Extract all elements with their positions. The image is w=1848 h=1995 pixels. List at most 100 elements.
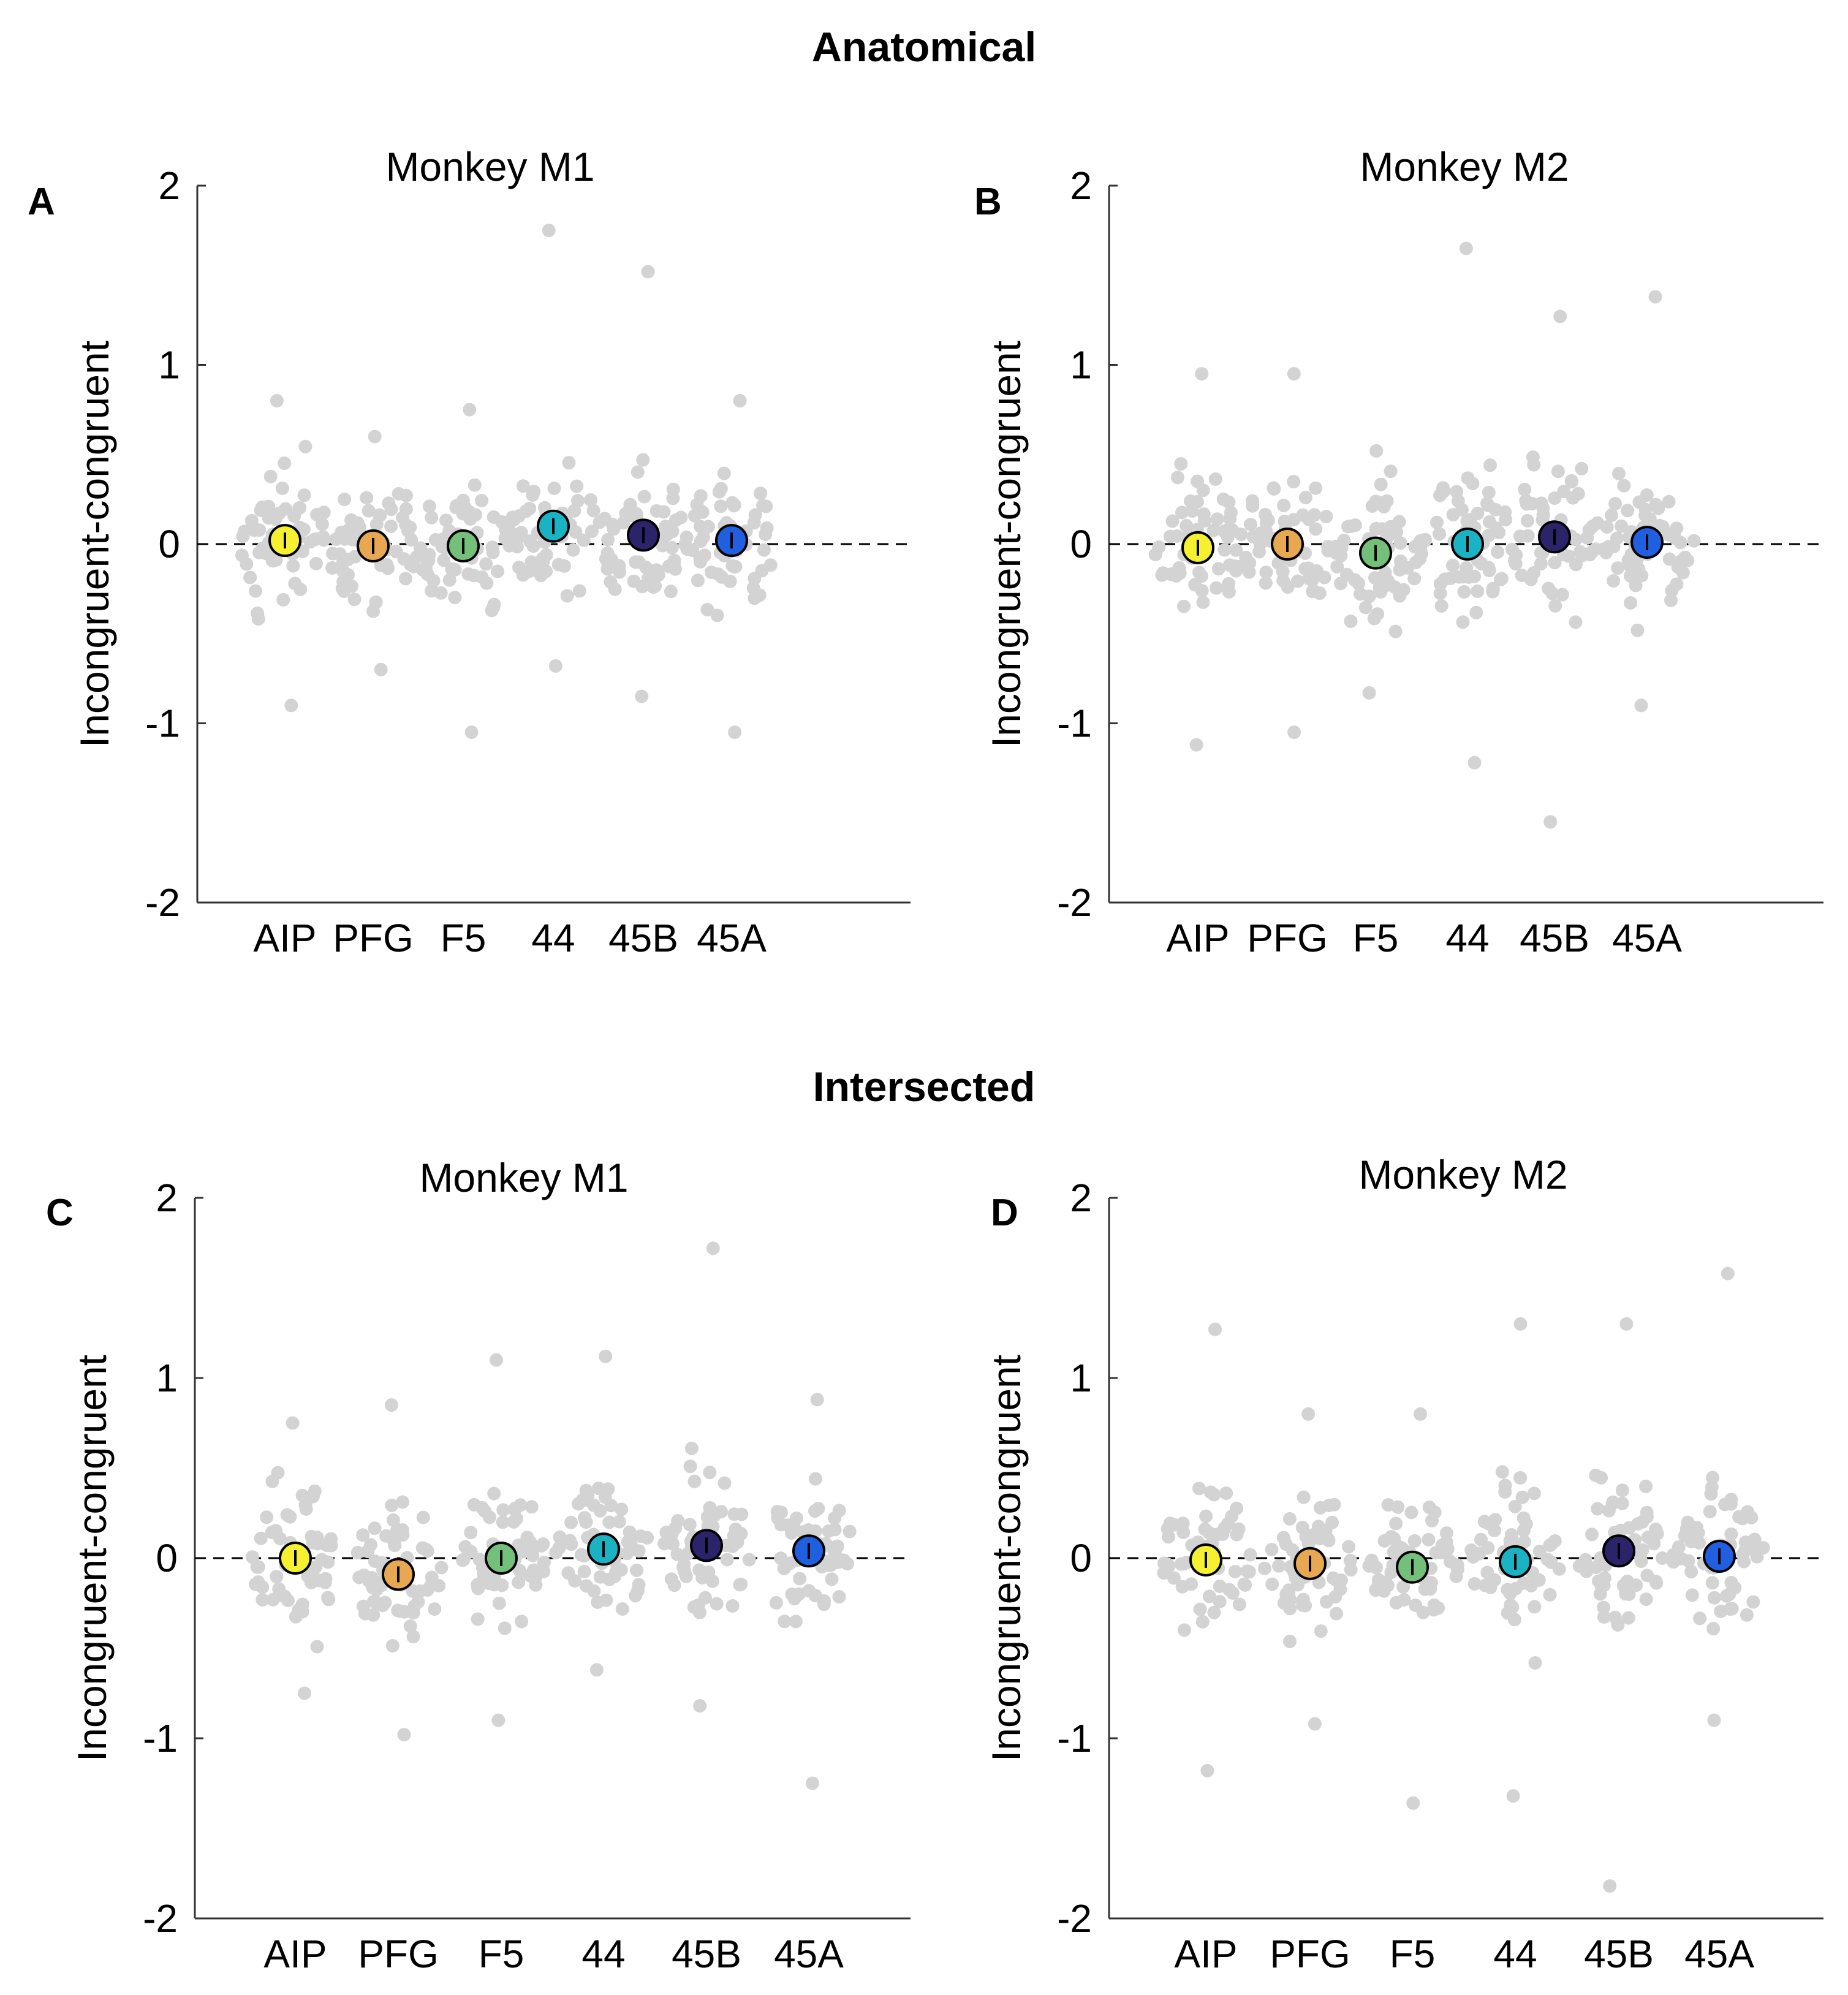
scatter-point <box>1414 534 1428 548</box>
scatter-point <box>1330 1607 1343 1621</box>
scatter-point <box>1433 577 1447 591</box>
scatter-point <box>1622 1587 1636 1601</box>
scatter-point <box>275 482 289 495</box>
scatter-point <box>1543 1588 1557 1602</box>
scatter-point <box>1202 1589 1216 1603</box>
scatter-point <box>276 592 290 607</box>
scatter-point <box>586 504 600 518</box>
y-axis-label: Incongruent-congruent <box>72 341 117 748</box>
scatter-point <box>1157 1566 1171 1580</box>
scatter-point <box>1649 1576 1664 1590</box>
scatter-point <box>1486 581 1500 596</box>
scatter-point <box>1244 518 1257 531</box>
scatter-point <box>243 570 257 585</box>
scatter-point <box>1224 505 1238 520</box>
scatter-point <box>1237 1577 1251 1591</box>
scatter-point <box>604 553 618 567</box>
y-axis-label: Incongruent-congruent <box>983 1355 1029 1762</box>
y-tick-label: 1 <box>158 343 180 387</box>
scatter-point <box>247 523 261 537</box>
scatter-point <box>1565 475 1578 489</box>
scatter-point <box>1602 1504 1616 1518</box>
scatter-point <box>742 1553 756 1567</box>
scatter-point <box>1378 566 1392 580</box>
scatter-point <box>1298 491 1312 505</box>
scatter-point <box>1692 1536 1706 1550</box>
scatter-point <box>703 1505 718 1520</box>
scatter-point <box>1707 1713 1721 1727</box>
section-title-intersected: Intersected <box>812 1064 1036 1110</box>
scatter-point <box>1707 1591 1721 1605</box>
x-tick-label-45B: 45B <box>1584 1932 1654 1976</box>
scatter-point <box>553 1530 567 1544</box>
scatter-point <box>368 1554 382 1568</box>
scatter-point <box>1367 611 1381 626</box>
scatter-point <box>629 1589 643 1603</box>
scatter-point <box>397 1728 411 1742</box>
scatter-point <box>1521 529 1535 543</box>
scatter-point <box>601 532 615 547</box>
scatter-point <box>401 524 415 538</box>
scatter-point <box>420 567 434 581</box>
scatter-point <box>1314 1624 1328 1638</box>
scatter-point <box>434 586 448 600</box>
scatter-point <box>1562 549 1576 563</box>
scatter-point <box>373 508 386 522</box>
scatter-point <box>684 1441 699 1455</box>
scatter-point <box>1461 471 1475 485</box>
x-tick-label-44: 44 <box>1445 916 1489 960</box>
scatter-point <box>792 1587 806 1601</box>
scatter-point <box>1649 498 1663 512</box>
scatter-point <box>683 1518 697 1532</box>
scatter-point <box>1287 367 1301 381</box>
scatter-point <box>503 524 517 539</box>
scatter-point <box>385 1398 398 1412</box>
scatter-point <box>728 725 742 740</box>
scatter-point <box>748 508 762 522</box>
scatter-point <box>1481 1541 1495 1555</box>
scatter-point <box>468 478 482 492</box>
scatter-point <box>251 1575 265 1589</box>
scatter-point <box>1388 624 1403 638</box>
scatter-point <box>1227 559 1241 573</box>
scatter-point <box>1624 569 1637 583</box>
scatter-point <box>491 564 504 578</box>
scatter-point <box>280 1508 294 1522</box>
y-tick-label: -2 <box>143 1896 178 1940</box>
scatter-point <box>516 479 530 493</box>
scatter-point <box>1202 1526 1216 1540</box>
x-tick-label-45A: 45A <box>1684 1932 1754 1976</box>
scatter-point <box>1495 1465 1509 1479</box>
scatter-point <box>778 1615 792 1629</box>
scatter-point <box>384 502 398 517</box>
scatter-point <box>1195 1615 1210 1629</box>
scatter-point <box>1277 499 1291 512</box>
scatter-point <box>1175 505 1189 520</box>
scatter-point <box>325 561 339 575</box>
scatter-point <box>1662 528 1676 542</box>
scatter-point <box>1341 520 1355 534</box>
scatter-point <box>1374 477 1388 491</box>
scatter-point <box>585 524 599 539</box>
scatter-point <box>1676 566 1690 580</box>
scatter-point <box>1240 558 1254 572</box>
scatter-point <box>350 1546 365 1560</box>
scatter-point <box>321 1591 335 1605</box>
scatter-point <box>245 1550 259 1564</box>
scatter-point <box>1317 570 1331 585</box>
panel-title: Monkey M1 <box>419 1155 628 1200</box>
scatter-point <box>1330 559 1344 574</box>
scatter-point <box>632 1544 646 1558</box>
scatter-point <box>265 1525 279 1539</box>
scatter-point <box>706 1241 720 1255</box>
scatter-point <box>1494 572 1509 586</box>
scatter-point <box>1246 530 1260 543</box>
scatter-point <box>1517 1576 1531 1590</box>
scatter-point <box>1281 580 1295 594</box>
scatter-point <box>572 584 586 598</box>
scatter-point <box>298 439 312 453</box>
scatter-point <box>1397 1593 1411 1607</box>
scatter-point <box>1163 1516 1177 1531</box>
scatter-point <box>1184 1577 1199 1591</box>
scatter-point <box>1409 555 1423 569</box>
